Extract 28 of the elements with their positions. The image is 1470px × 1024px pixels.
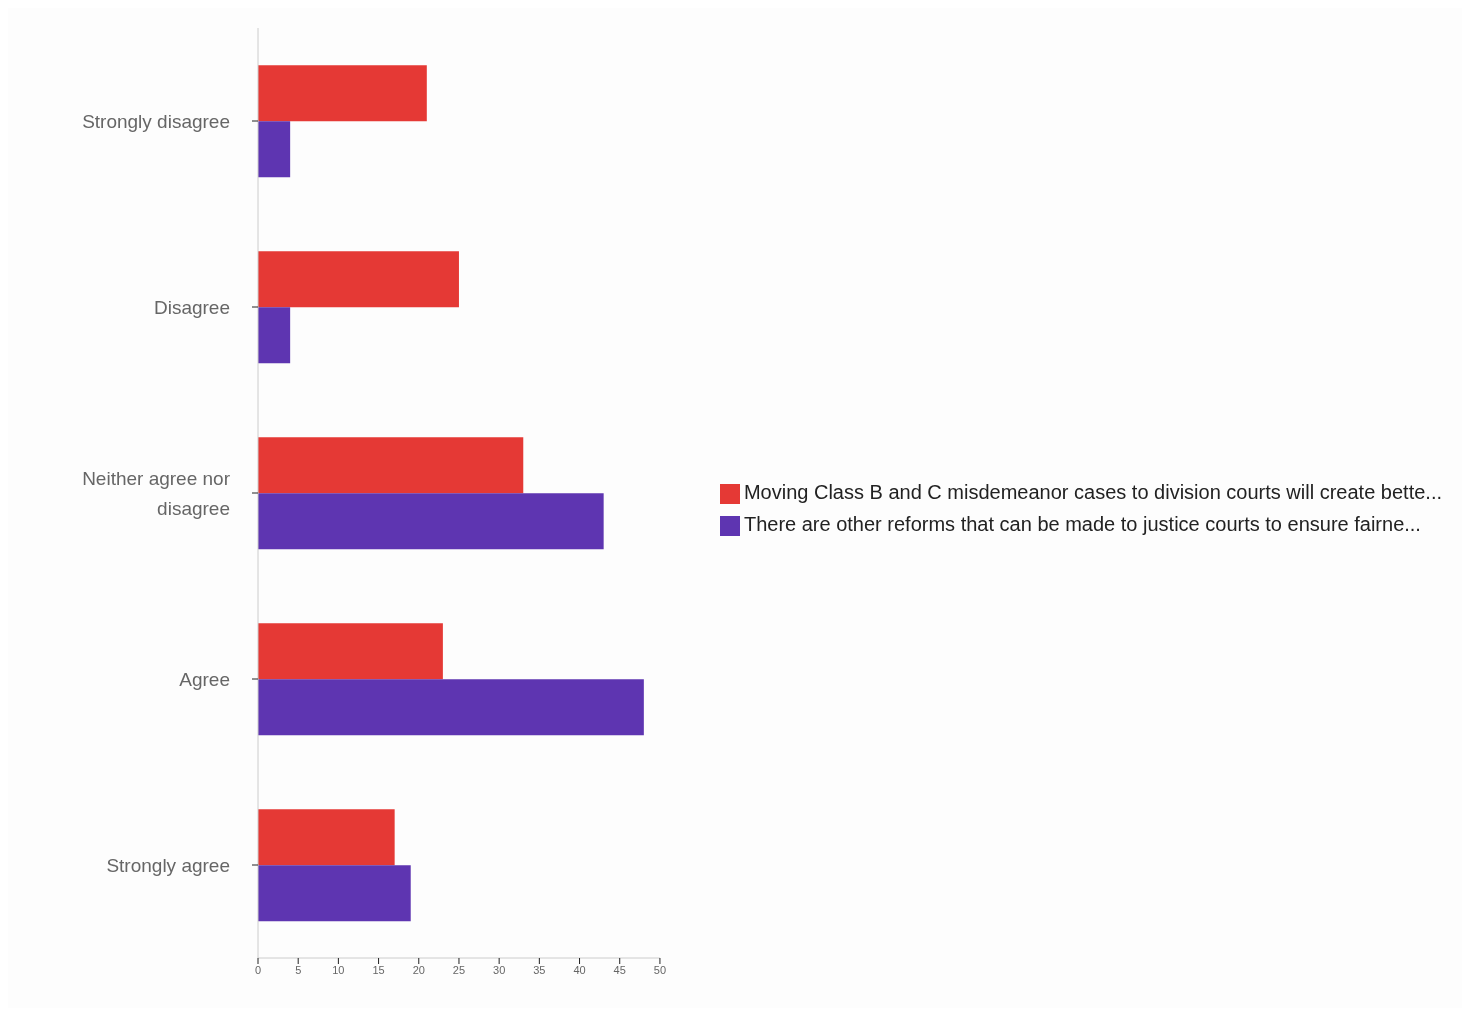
x-tick-label: 25 bbox=[452, 963, 466, 976]
bar bbox=[258, 809, 395, 866]
legend-label: There are other reforms that can be made to justice courts to ensure fairne... bbox=[743, 513, 1421, 535]
bar bbox=[258, 865, 411, 922]
bar bbox=[258, 65, 427, 122]
x-tick-label: 15 bbox=[372, 963, 385, 976]
x-tick-label: 5 bbox=[295, 963, 302, 976]
x-tick-label: 30 bbox=[493, 963, 506, 976]
y-tick-label: Neither agree nor disagree bbox=[82, 467, 231, 519]
y-tick-label: Strongly agree bbox=[106, 854, 230, 876]
bar bbox=[258, 437, 524, 494]
bar bbox=[258, 679, 644, 736]
y-tick-label: Disagree bbox=[153, 296, 230, 318]
legend-label: Moving Class B and C misdemeanor cases to division courts will create bette... bbox=[743, 481, 1442, 503]
bar bbox=[258, 493, 604, 550]
x-tick-label: 50 bbox=[653, 963, 667, 976]
x-tick-label: 0 bbox=[254, 963, 262, 976]
bar bbox=[258, 121, 291, 178]
x-tick-label: 20 bbox=[412, 963, 425, 976]
y-tick-label: Agree bbox=[179, 668, 230, 690]
x-tick-label: 10 bbox=[332, 963, 345, 976]
x-tick-label: 35 bbox=[533, 963, 546, 976]
x-tick-label: 40 bbox=[573, 963, 586, 976]
bar bbox=[258, 623, 443, 680]
bar bbox=[258, 251, 459, 308]
bar bbox=[258, 307, 291, 364]
x-tick-label: 45 bbox=[613, 963, 626, 976]
y-tick-label: Strongly disagree bbox=[82, 110, 230, 132]
